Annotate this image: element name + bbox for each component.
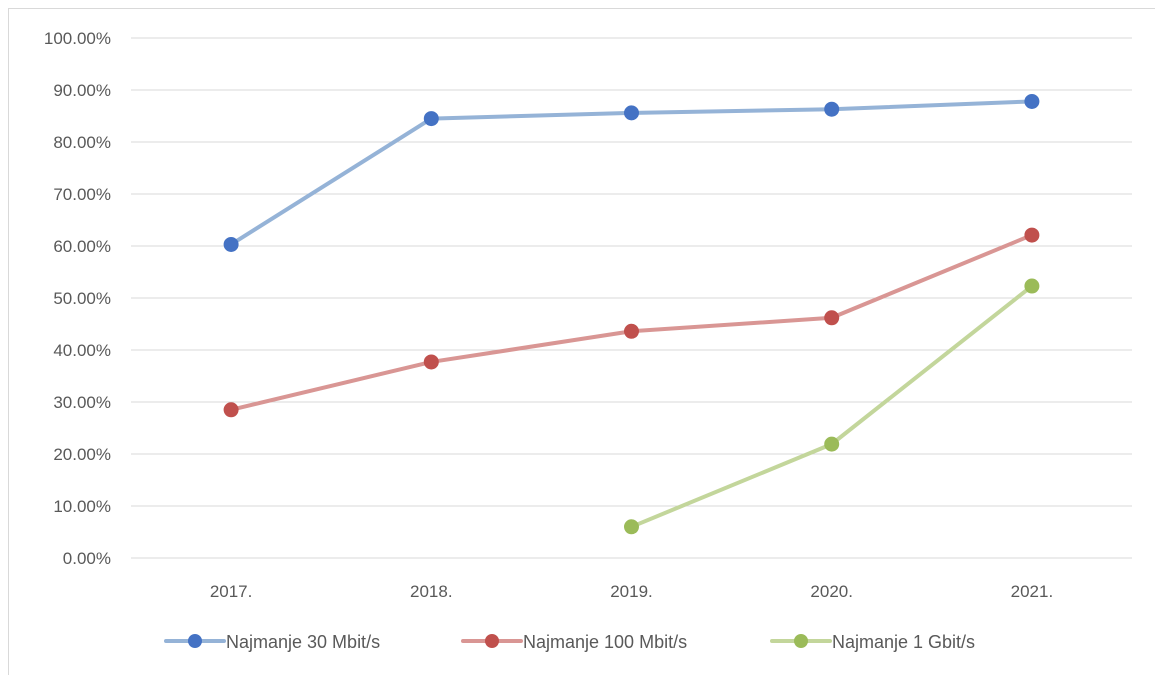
x-axis: 2017. 2018. 2019. 2020. 2021. xyxy=(210,582,1053,601)
legend-item: Najmanje 30 Mbit/s xyxy=(164,632,380,652)
chart-frame xyxy=(8,8,1155,675)
data-point xyxy=(624,323,639,339)
data-point xyxy=(1024,227,1040,243)
data-point xyxy=(423,111,439,127)
series-2 xyxy=(223,227,1040,418)
legend-label: Najmanje 1 Gbit/s xyxy=(832,632,975,652)
y-tick-label: 80.00% xyxy=(53,133,111,152)
legend-item: Najmanje 100 Mbit/s xyxy=(461,632,687,652)
data-point xyxy=(223,402,239,418)
data-point xyxy=(1024,93,1040,109)
series-line xyxy=(229,233,1034,412)
y-tick-label: 50.00% xyxy=(53,289,111,308)
series-line xyxy=(229,99,1034,247)
x-tick-label: 2019. xyxy=(610,582,653,601)
y-tick-label: 70.00% xyxy=(53,185,111,204)
series-1 xyxy=(223,93,1040,252)
data-point xyxy=(824,101,840,117)
x-tick-label: 2021. xyxy=(1011,582,1054,601)
legend-label: Najmanje 30 Mbit/s xyxy=(226,632,380,652)
legend-marker xyxy=(794,634,808,648)
data-point xyxy=(223,236,239,252)
x-tick-label: 2017. xyxy=(210,582,253,601)
y-tick-label: 0.00% xyxy=(63,549,111,568)
x-tick-label: 2020. xyxy=(810,582,853,601)
y-tick-label: 60.00% xyxy=(53,237,111,256)
legend-marker xyxy=(188,634,202,648)
y-tick-label: 40.00% xyxy=(53,341,111,360)
legend-label: Najmanje 100 Mbit/s xyxy=(523,632,687,652)
y-tick-label: 30.00% xyxy=(53,393,111,412)
data-point xyxy=(423,354,439,370)
data-point xyxy=(824,436,840,452)
legend: Najmanje 30 Mbit/s Najmanje 100 Mbit/s Naj… xyxy=(164,632,975,652)
y-axis: 0.00% 10.00% 20.00% 30.00% 40.00% 50.00% 60.00… xyxy=(44,29,111,568)
y-tick-label: 90.00% xyxy=(53,81,111,100)
legend-marker xyxy=(485,634,499,648)
legend-item: Najmanje 1 Gbit/s xyxy=(770,632,975,652)
y-tick-label: 10.00% xyxy=(53,497,111,516)
y-tick-label: 20.00% xyxy=(53,445,111,464)
data-point xyxy=(824,310,840,326)
series-3 xyxy=(624,278,1040,535)
data-point xyxy=(1024,278,1040,294)
data-point xyxy=(624,519,639,535)
y-tick-label: 100.00% xyxy=(44,29,111,48)
series-group xyxy=(223,93,1040,535)
data-point xyxy=(624,105,639,121)
gridlines xyxy=(131,37,1132,559)
x-tick-label: 2018. xyxy=(410,582,453,601)
